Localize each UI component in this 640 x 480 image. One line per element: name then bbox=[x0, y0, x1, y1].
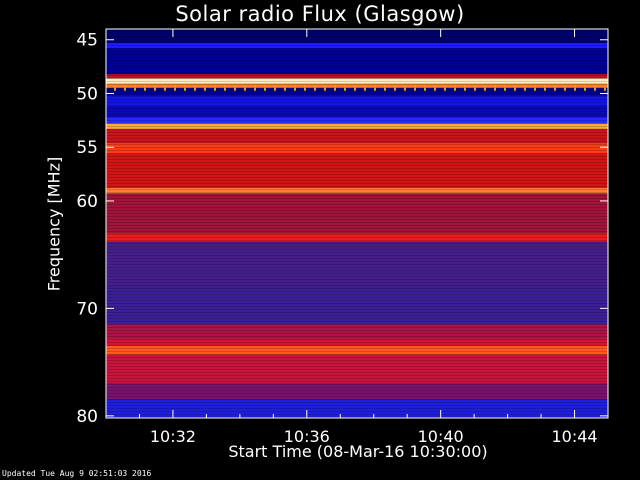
x-tick-label: 10:32 bbox=[150, 427, 196, 446]
y-tick-label: 80 bbox=[76, 407, 98, 427]
y-tick-label: 45 bbox=[76, 31, 98, 51]
y-tick-label: 60 bbox=[76, 192, 98, 212]
x-tick-label: 10:36 bbox=[284, 427, 330, 446]
y-axis-label: Frequency [MHz] bbox=[44, 156, 64, 292]
x-tick-label: 10:40 bbox=[418, 427, 464, 446]
x-axis: 10:32 10:36 10:40 10:44 bbox=[138, 29, 598, 446]
y-tick-label: 70 bbox=[76, 299, 98, 319]
chart-title: Solar radio Flux (Glasgow) bbox=[175, 2, 465, 26]
y-axis: 45 50 55 60 70 80 bbox=[76, 31, 608, 427]
y-tick-label: 50 bbox=[76, 84, 98, 104]
spectrogram-texture bbox=[106, 29, 608, 418]
plot-frame bbox=[105, 28, 609, 419]
x-tick-label: 10:44 bbox=[551, 427, 597, 446]
x-axis-label: Start Time (08-Mar-16 10:30:00) bbox=[228, 442, 488, 461]
y-tick-label: 55 bbox=[76, 138, 98, 158]
update-timestamp: Updated Tue Aug 9 02:51:03 2016 bbox=[2, 469, 152, 478]
